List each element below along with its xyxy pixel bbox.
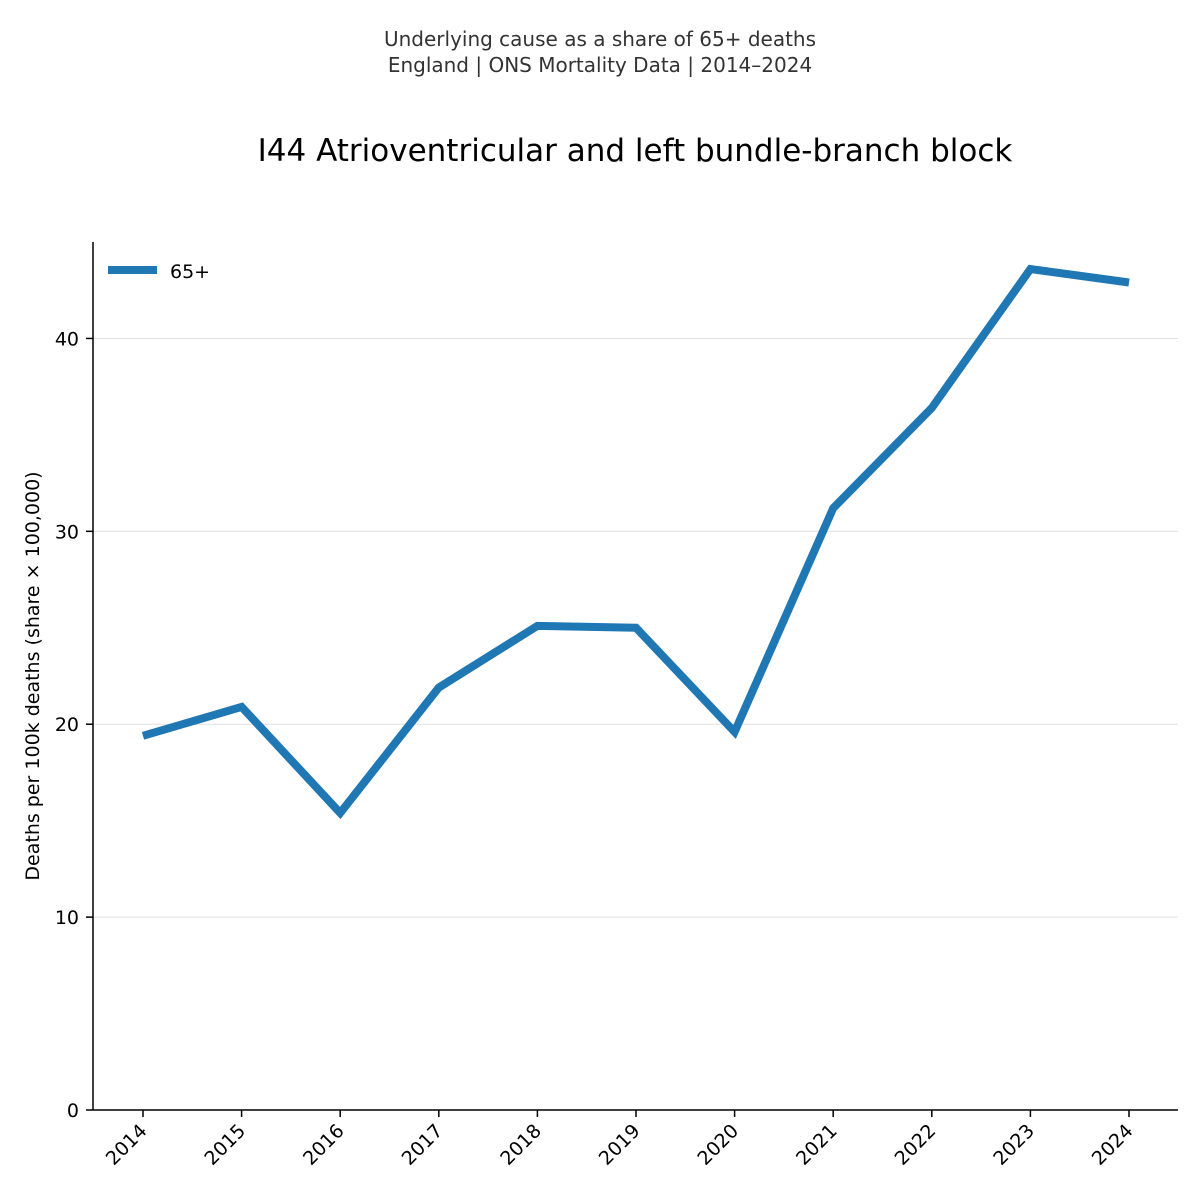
y-tick-label: 10 <box>55 907 79 929</box>
x-tick-label: 2017 <box>398 1120 448 1170</box>
series-layer <box>141 264 1130 820</box>
y-ticks: 0 10 20 30 40 <box>55 328 93 1122</box>
x-tick-label: 2016 <box>299 1120 349 1170</box>
y-tick-label: 40 <box>55 328 79 350</box>
x-tick-label: 2014 <box>102 1120 152 1170</box>
x-tick-label: 2021 <box>792 1120 842 1170</box>
axes <box>92 242 1178 1111</box>
x-tick-label: 2022 <box>891 1120 941 1170</box>
chart-subtitle-line2: England | ONS Mortality Data | 2014–2024 <box>387 53 813 77</box>
x-tick-label: 2020 <box>693 1120 743 1170</box>
y-axis-label: Deaths per 100k deaths (share × 100,000) <box>22 471 44 880</box>
chart-title: I44 Atrioventricular and left bundle-bra… <box>257 133 1013 169</box>
legend: 65+ <box>108 261 210 283</box>
x-tick-label: 2015 <box>200 1120 250 1170</box>
chart-subtitle-line1: Underlying cause as a share of 65+ death… <box>383 27 817 51</box>
legend-label-65plus: 65+ <box>170 261 210 283</box>
series-line-0 <box>141 264 1130 820</box>
x-tick-label: 2023 <box>989 1120 1039 1170</box>
y-tick-label: 0 <box>67 1100 79 1122</box>
y-tick-label: 30 <box>55 521 79 543</box>
x-ticks: 2014 2015 2016 2017 2018 2019 2020 2021 2022 2023… <box>102 1110 1138 1170</box>
x-tick-label: 2019 <box>595 1120 645 1170</box>
y-tick-label: 20 <box>55 714 79 736</box>
x-tick-label: 2018 <box>496 1120 546 1170</box>
x-tick-label: 2024 <box>1088 1120 1138 1170</box>
gridlines <box>93 337 1178 918</box>
